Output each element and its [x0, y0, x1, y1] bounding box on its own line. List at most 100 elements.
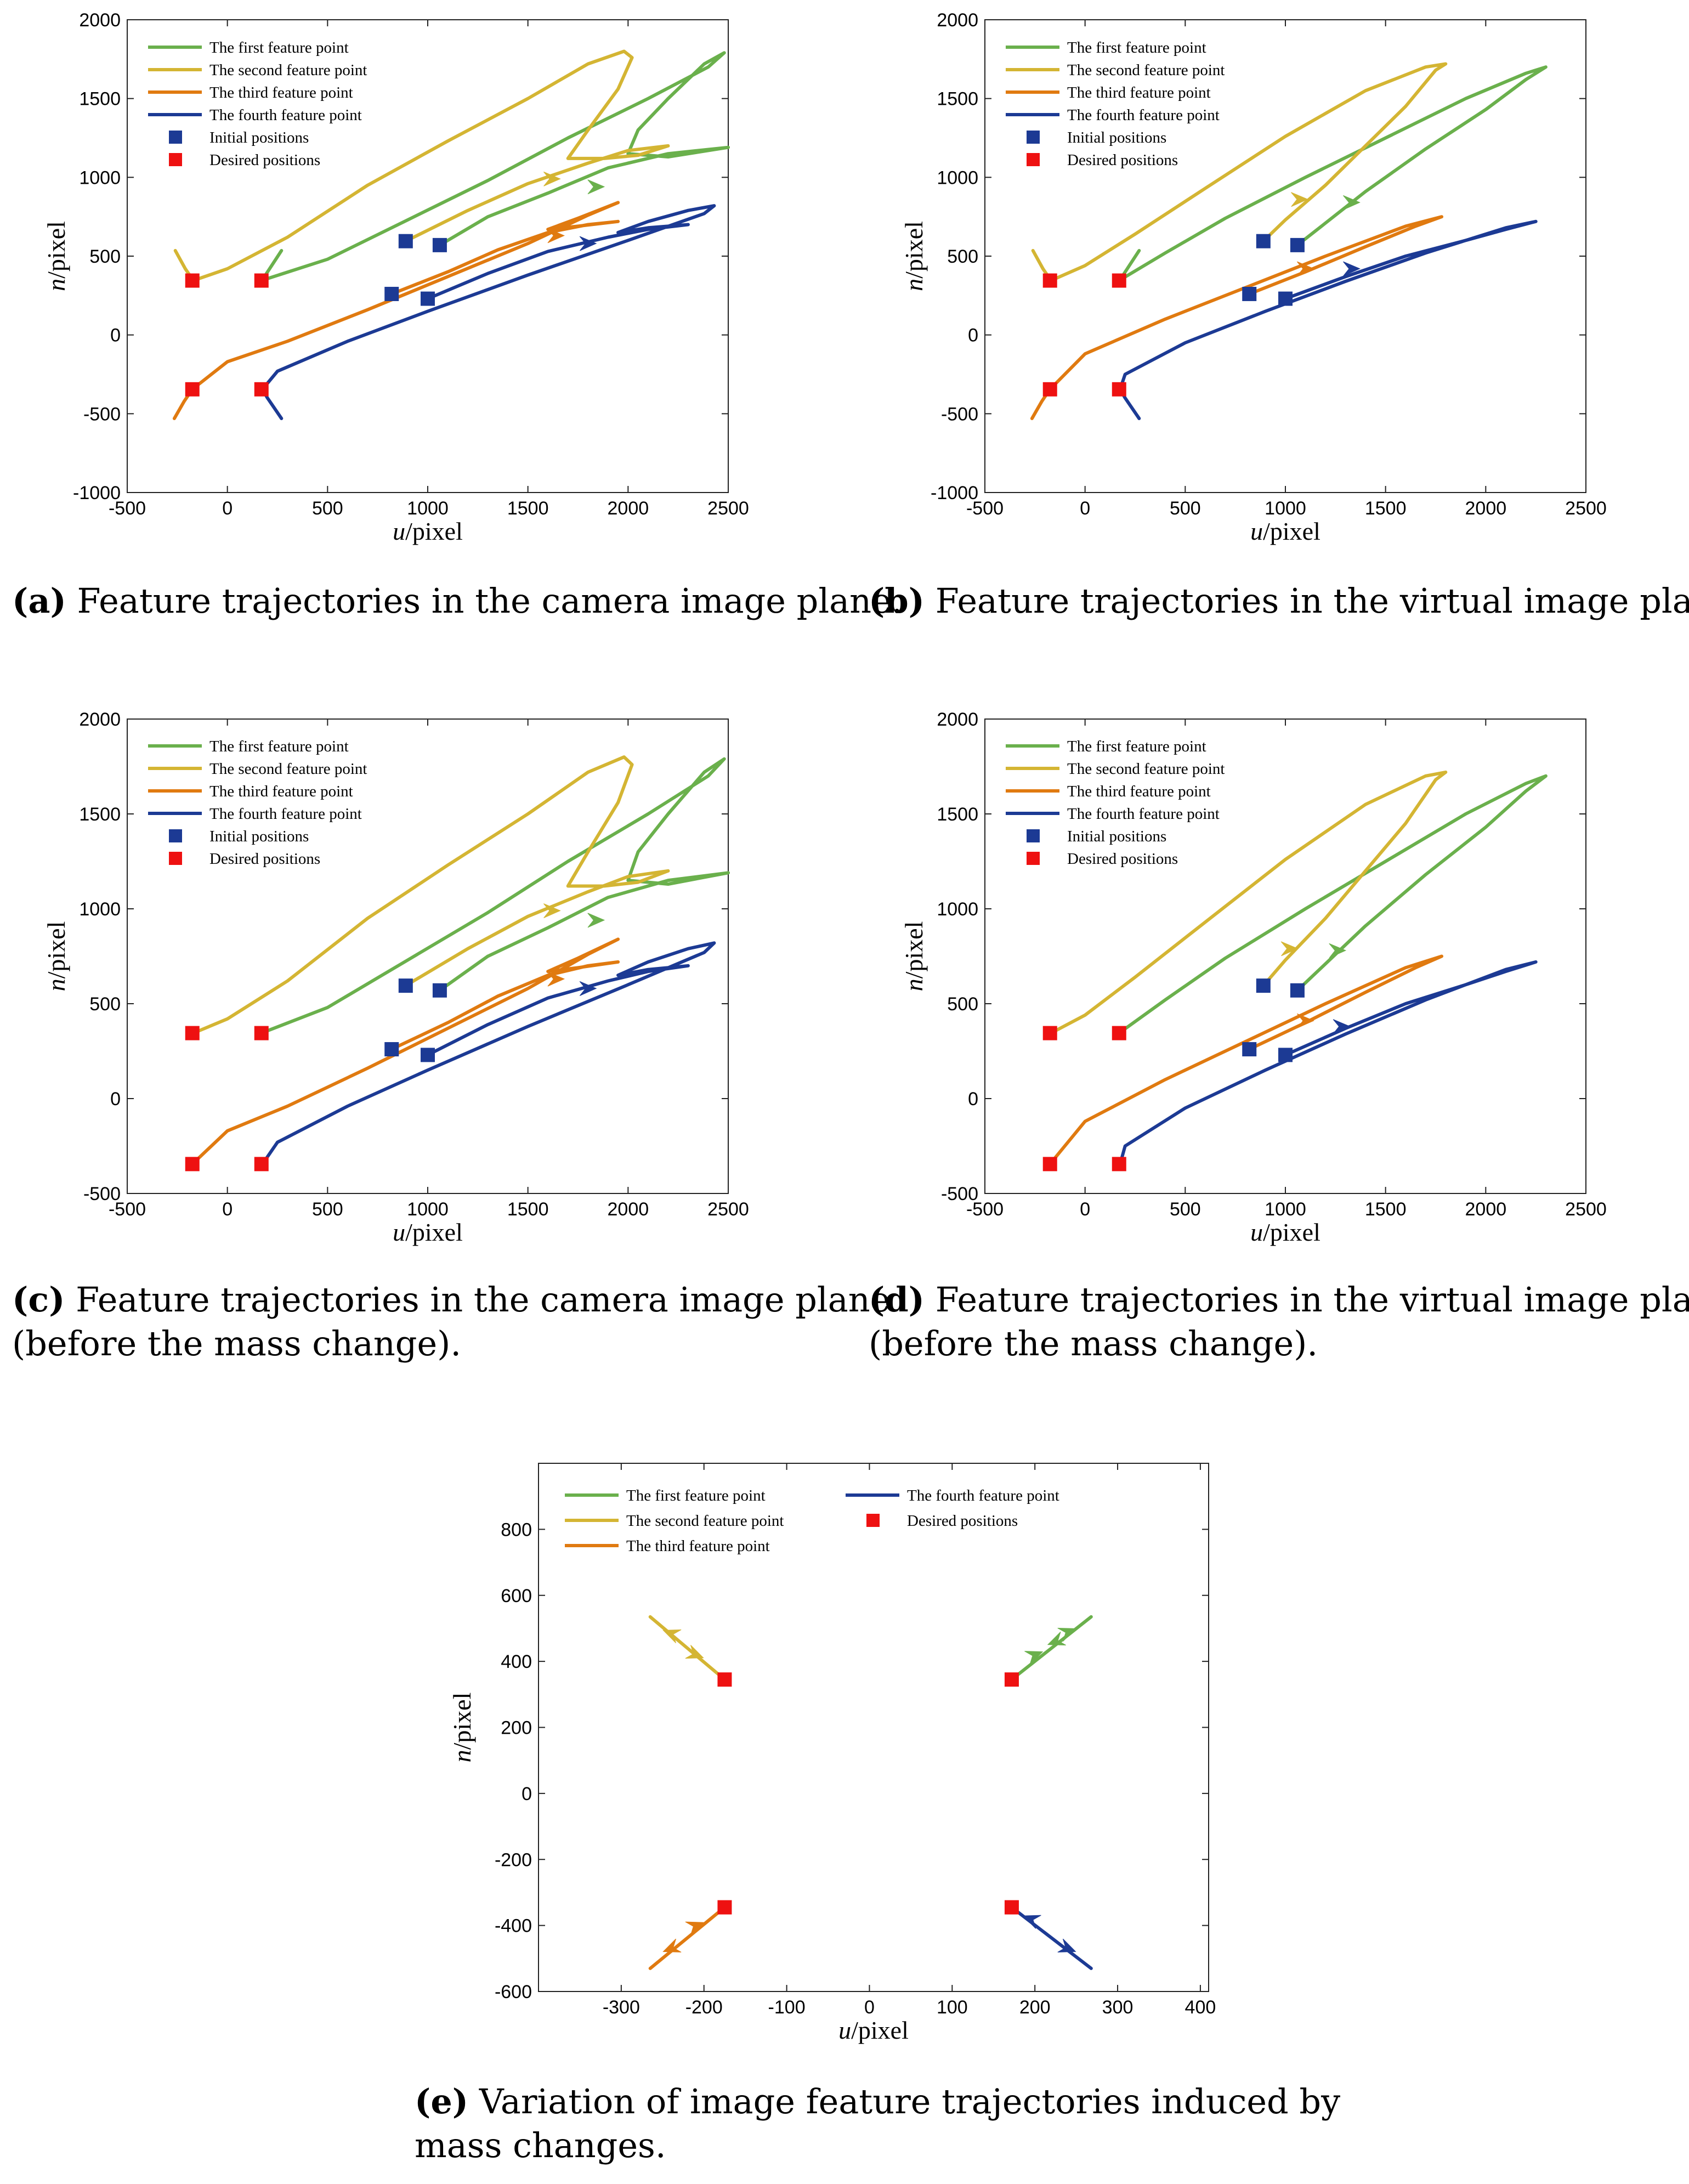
chart-e: -300 -200 -100 0 100 200 300 400 -600 -400 -200 0 20… [448, 1463, 1216, 2044]
chart-c-series-1-arrow [587, 913, 605, 928]
chart-e-ytick-label: 200 [501, 1718, 532, 1739]
chart-a-legend-key-marker [169, 153, 182, 166]
chart-e-series-2-arrow [662, 1629, 682, 1643]
chart-a-series-4-arrow [579, 236, 597, 251]
chart-e-ytick-label: -200 [495, 1849, 532, 1870]
chart-d-initial-marker [1278, 1048, 1293, 1062]
chart-e-series-3-arrow [662, 1938, 682, 1953]
chart-b-series-4-arrow [1343, 261, 1361, 276]
chart-a-xlabel-italic: u [393, 517, 405, 545]
chart-b-ytick-label: 1000 [937, 167, 978, 188]
chart-b: -500 0 500 1000 1500 2000 2500-1000-5000500100… [900, 10, 1607, 545]
chart-a-legend-label: Desired positions [209, 151, 320, 169]
chart-e-xtick-label: 0 [864, 1997, 875, 2018]
chart-a-legend-label: The fourth feature point [209, 106, 362, 124]
chart-d-desired-marker [1112, 1026, 1126, 1040]
chart-e-series-1-arrow [1057, 1627, 1076, 1642]
chart-e-series-1-arrow [1047, 1632, 1066, 1646]
chart-b-series-2-arrow [1291, 192, 1308, 207]
chart-e-xtick-label: 100 [937, 1997, 968, 2018]
chart-a-desired-marker [185, 382, 200, 397]
chart-d-initial-marker [1290, 983, 1305, 998]
caption-a: (a) Feature trajectories in the camera i… [12, 579, 902, 623]
chart-c-desired-marker [185, 1026, 200, 1040]
chart-e-xtick-label: -300 [603, 1997, 640, 2018]
chart-b-legend-label: The first feature point [1067, 39, 1206, 56]
chart-a-ylabel-italic: n [42, 279, 70, 291]
chart-a-initial-marker [432, 237, 447, 252]
chart-d-legend-label: The first feature point [1067, 738, 1206, 755]
chart-d-initial-marker [1256, 978, 1271, 993]
chart-b-xtick-label: 2000 [1465, 498, 1507, 519]
chart-d-legend-label: The third feature point [1067, 783, 1211, 800]
chart-b-series-1-arrow [1343, 195, 1361, 210]
chart-b-series-2-line [1031, 62, 1448, 282]
chart-d-ytick-label: -500 [941, 1184, 978, 1204]
caption-c-text-2: (before the mass change). [12, 1323, 462, 1363]
chart-a-initial-marker [384, 286, 399, 301]
chart-e-ytick-label: 400 [501, 1651, 532, 1672]
chart-c-ytick-label: 1500 [79, 804, 121, 825]
chart-c-ylabel-italic: n [42, 978, 70, 991]
chart-c-legend-label: The second feature point [209, 760, 367, 778]
chart-e-xlabel-italic: u [838, 2016, 851, 2044]
chart-d-xtick-label: 2500 [1565, 1199, 1607, 1220]
chart-d-ytick-label: 0 [968, 1089, 978, 1110]
chart-e-ylabel-italic: n [448, 1750, 476, 1762]
chart-e-legend-label: The first feature point [626, 1487, 766, 1504]
caption-b: (b) Feature trajectories in the virtual … [869, 579, 1689, 623]
chart-b-legend-label: The third feature point [1067, 84, 1211, 101]
caption-d: (d) Feature trajectories in the virtual … [869, 1278, 1689, 1366]
chart-c-legend-label: The first feature point [209, 738, 349, 755]
chart-a-ytick-label: -1000 [73, 483, 121, 503]
chart-c-xtick-label: 2500 [707, 1199, 749, 1220]
chart-c-xtick-label: 500 [312, 1199, 343, 1220]
chart-e-legend-key-marker [866, 1514, 880, 1527]
chart-d-legend-label: Desired positions [1067, 850, 1178, 868]
chart-d-xlabel-italic: u [1250, 1218, 1263, 1246]
chart-d-ylabel: n/pixel [900, 921, 928, 992]
chart-e-ytick-label: -400 [495, 1916, 532, 1937]
chart-d-series-2-arrow [1280, 941, 1299, 957]
caption-d-label: (d) [869, 1280, 925, 1320]
chart-b-legend-label: Desired positions [1067, 151, 1178, 169]
chart-e-series-4-arrow [1057, 1938, 1076, 1953]
chart-e-desired-marker [1004, 1900, 1019, 1915]
caption-b-label: (b) [869, 581, 925, 621]
chart-e-xtick-label: 300 [1102, 1997, 1133, 2018]
chart-b-ytick-label: 500 [947, 246, 978, 267]
chart-e-ylabel-rest: /pixel [448, 1693, 476, 1750]
chart-c-series-1-line [259, 757, 730, 1035]
chart-c-ytick-label: 2000 [79, 709, 121, 730]
chart-b-ytick-label: 0 [968, 325, 978, 346]
chart-a-ytick-label: 1000 [79, 167, 121, 188]
chart-d-series-4-arrow [1333, 1019, 1351, 1034]
chart-a-initial-marker [398, 234, 413, 248]
chart-a-series-3-line [172, 201, 620, 420]
chart-c-xtick-label: 1500 [507, 1199, 549, 1220]
chart-c-series-4-arrow [579, 981, 597, 996]
chart-c-series-2-arrow [543, 903, 561, 919]
chart-d-xtick-label: -500 [966, 1199, 1004, 1220]
chart-e-ytick-label: 600 [501, 1586, 532, 1606]
chart-d-ytick-label: 2000 [937, 709, 978, 730]
chart-a-xtick-label: -500 [109, 498, 146, 519]
chart-a-series-3-arrow [547, 228, 565, 244]
chart-a-xtick-label: 1500 [507, 498, 549, 519]
chart-c-xlabel-rest: /pixel [405, 1218, 463, 1246]
chart-a-legend-label: Initial positions [209, 129, 309, 146]
chart-d-series-4-line [1118, 960, 1538, 1166]
chart-c-desired-marker [185, 1157, 200, 1172]
chart-e-legend-label: Desired positions [907, 1512, 1018, 1530]
chart-c-initial-marker [432, 983, 447, 998]
chart-d-ytick-label: 1000 [937, 899, 978, 920]
chart-b-xtick-label: 0 [1080, 498, 1090, 519]
chart-c-ytick-label: 0 [110, 1089, 121, 1110]
chart-c-ytick-label: 1000 [79, 899, 121, 920]
caption-e: (e) Variation of image feature trajector… [415, 2080, 1340, 2168]
chart-e-series-4-arrow [1022, 1915, 1041, 1929]
chart-a-initial-marker [421, 291, 435, 306]
chart-c-ylabel-rest: /pixel [42, 921, 70, 979]
chart-b-xlabel-rest: /pixel [1263, 517, 1320, 545]
chart-c-legend-label: The fourth feature point [209, 805, 362, 823]
